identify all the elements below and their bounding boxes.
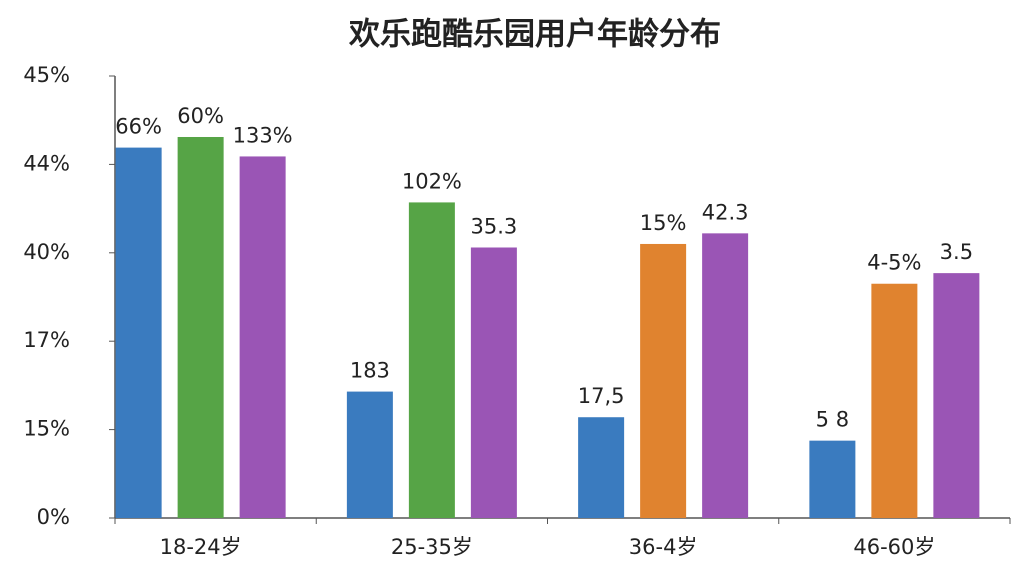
bar — [578, 417, 625, 518]
x-tick-label: 46-60岁 — [853, 535, 935, 559]
data-label: 3.5 — [940, 240, 973, 264]
data-label: 102% — [402, 169, 462, 193]
bar — [933, 273, 980, 518]
x-tick-label: 36-4岁 — [629, 535, 698, 559]
chart-title: 欢乐跑酷乐园用户年龄分布 — [348, 17, 721, 53]
data-label: 66% — [115, 115, 162, 139]
data-label: 35.3 — [470, 214, 517, 238]
data-label: 17,5 — [578, 384, 625, 408]
y-tick-label: 0% — [37, 505, 70, 529]
data-label: 42.3 — [702, 200, 749, 224]
data-label: 133% — [233, 123, 293, 147]
y-tick-label: 44% — [23, 151, 70, 175]
data-label: 5 8 — [816, 408, 849, 432]
bar — [177, 136, 224, 518]
data-label: 60% — [177, 104, 224, 128]
data-label: 4-5% — [867, 251, 921, 275]
bar — [702, 233, 749, 519]
y-tick-label: 45% — [23, 63, 70, 87]
bar — [640, 243, 687, 518]
y-tick-label: 17% — [23, 328, 70, 352]
y-tick-label: 15% — [23, 417, 70, 441]
bar — [239, 156, 286, 518]
bar — [346, 391, 393, 518]
bar — [809, 440, 856, 518]
bar — [871, 283, 918, 518]
bar — [408, 202, 455, 519]
y-tick-label: 40% — [23, 240, 70, 264]
x-tick-label: 18-24岁 — [160, 535, 242, 559]
data-label: 15% — [640, 211, 687, 235]
bar — [115, 147, 162, 518]
bar — [470, 247, 517, 518]
data-label: 183 — [350, 359, 390, 383]
x-tick-label: 25-35岁 — [391, 535, 473, 559]
